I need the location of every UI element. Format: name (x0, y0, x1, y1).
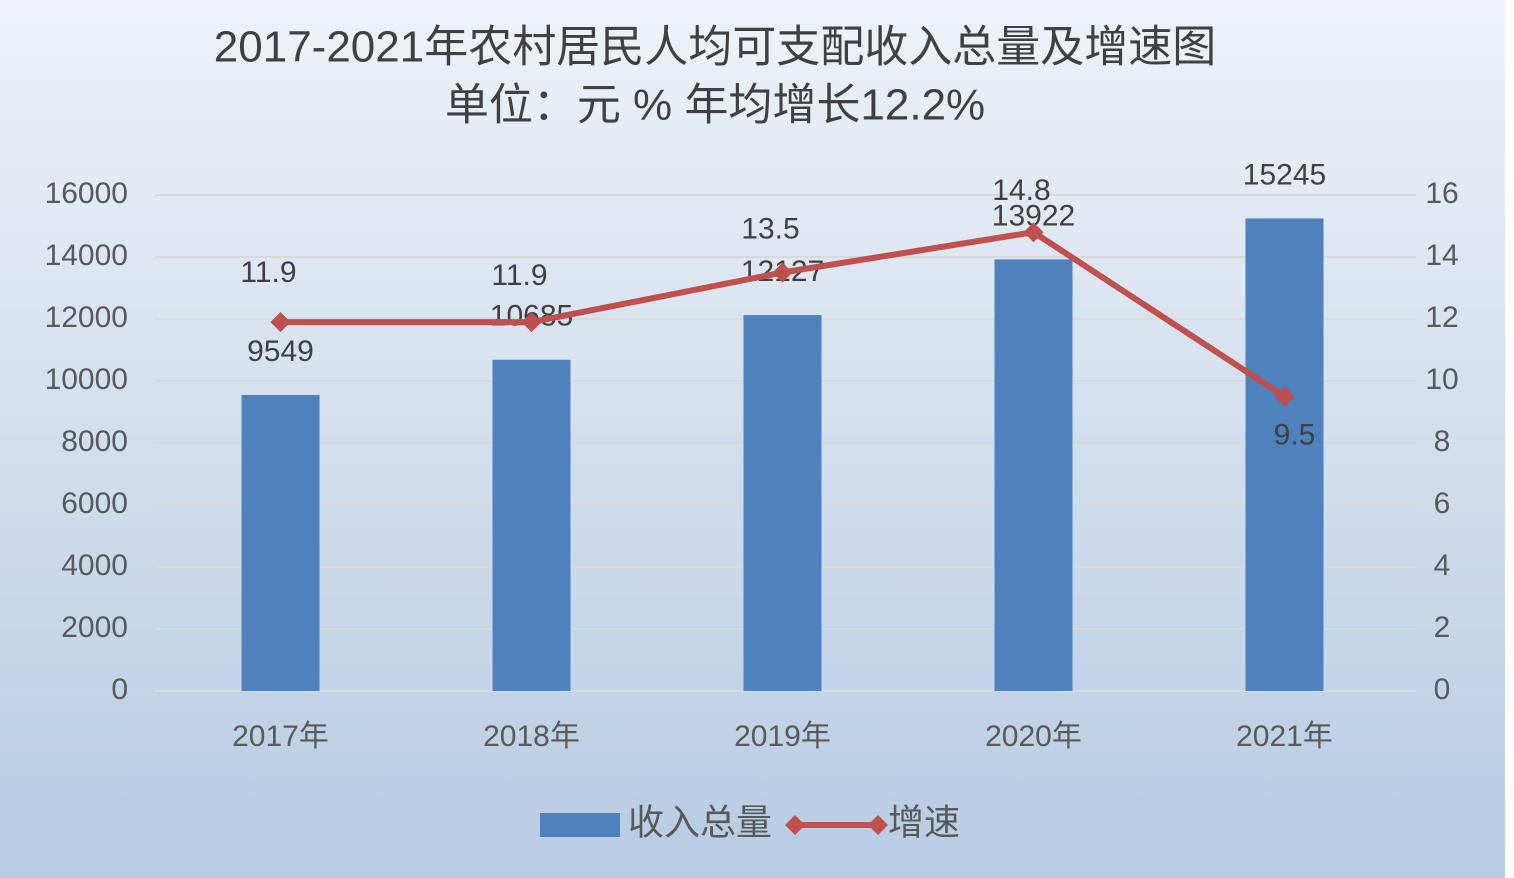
y-tick-label: 2000 (61, 611, 128, 644)
y2-tick-label: 16 (1425, 177, 1458, 210)
legend-swatch (540, 813, 620, 837)
y-tick-label: 12000 (45, 301, 128, 334)
legend-marker (785, 815, 805, 835)
x-tick-label: 2019年 (734, 720, 831, 753)
line-value-label: 11.9 (240, 256, 296, 289)
bar-value-label: 9549 (247, 335, 314, 368)
line-marker (1023, 222, 1044, 243)
legend-label: 增速 (888, 802, 960, 843)
y-tick-label: 16000 (45, 177, 128, 210)
legend-marker (868, 815, 888, 835)
bar (743, 315, 822, 691)
line-marker (521, 312, 542, 333)
bar (241, 394, 320, 691)
x-tick-label: 2017年 (232, 720, 329, 753)
line-marker (1274, 386, 1295, 407)
line-value-label: 14.8 (992, 174, 1050, 207)
bar-value-label: 15245 (1243, 158, 1326, 191)
y2-tick-label: 6 (1434, 487, 1451, 520)
y2-tick-label: 0 (1434, 673, 1451, 706)
chart-title: 2017-2021年农村居民人均可支配收入总量及增速图 (214, 23, 1216, 72)
x-tick-label: 2021年 (1236, 720, 1333, 753)
bar (492, 359, 571, 691)
y2-tick-label: 10 (1425, 363, 1458, 396)
x-tick-label: 2020年 (985, 720, 1082, 753)
y2-tick-label: 12 (1425, 301, 1458, 334)
y-tick-label: 14000 (45, 239, 128, 272)
x-tick-label: 2018年 (483, 720, 580, 753)
legend-label: 收入总量 (628, 802, 772, 843)
y2-tick-label: 2 (1434, 611, 1451, 644)
y-tick-label: 8000 (61, 425, 128, 458)
line-marker (270, 312, 291, 333)
y-tick-label: 0 (111, 673, 128, 706)
bar (994, 259, 1073, 691)
line-value-label: 13.5 (741, 212, 799, 245)
y2-tick-label: 8 (1434, 425, 1451, 458)
y-tick-label: 6000 (61, 487, 128, 520)
line-value-label: 9.5 (1274, 418, 1316, 451)
line-value-label: 11.9 (491, 259, 547, 292)
line-marker (772, 262, 793, 283)
y-tick-label: 10000 (45, 363, 128, 396)
y2-tick-label: 4 (1434, 549, 1451, 582)
y-tick-label: 4000 (61, 549, 128, 582)
y2-tick-label: 14 (1425, 239, 1458, 272)
bar (1245, 218, 1324, 691)
chart-subtitle: 单位：元 % 年均增长12.2% (445, 81, 985, 130)
